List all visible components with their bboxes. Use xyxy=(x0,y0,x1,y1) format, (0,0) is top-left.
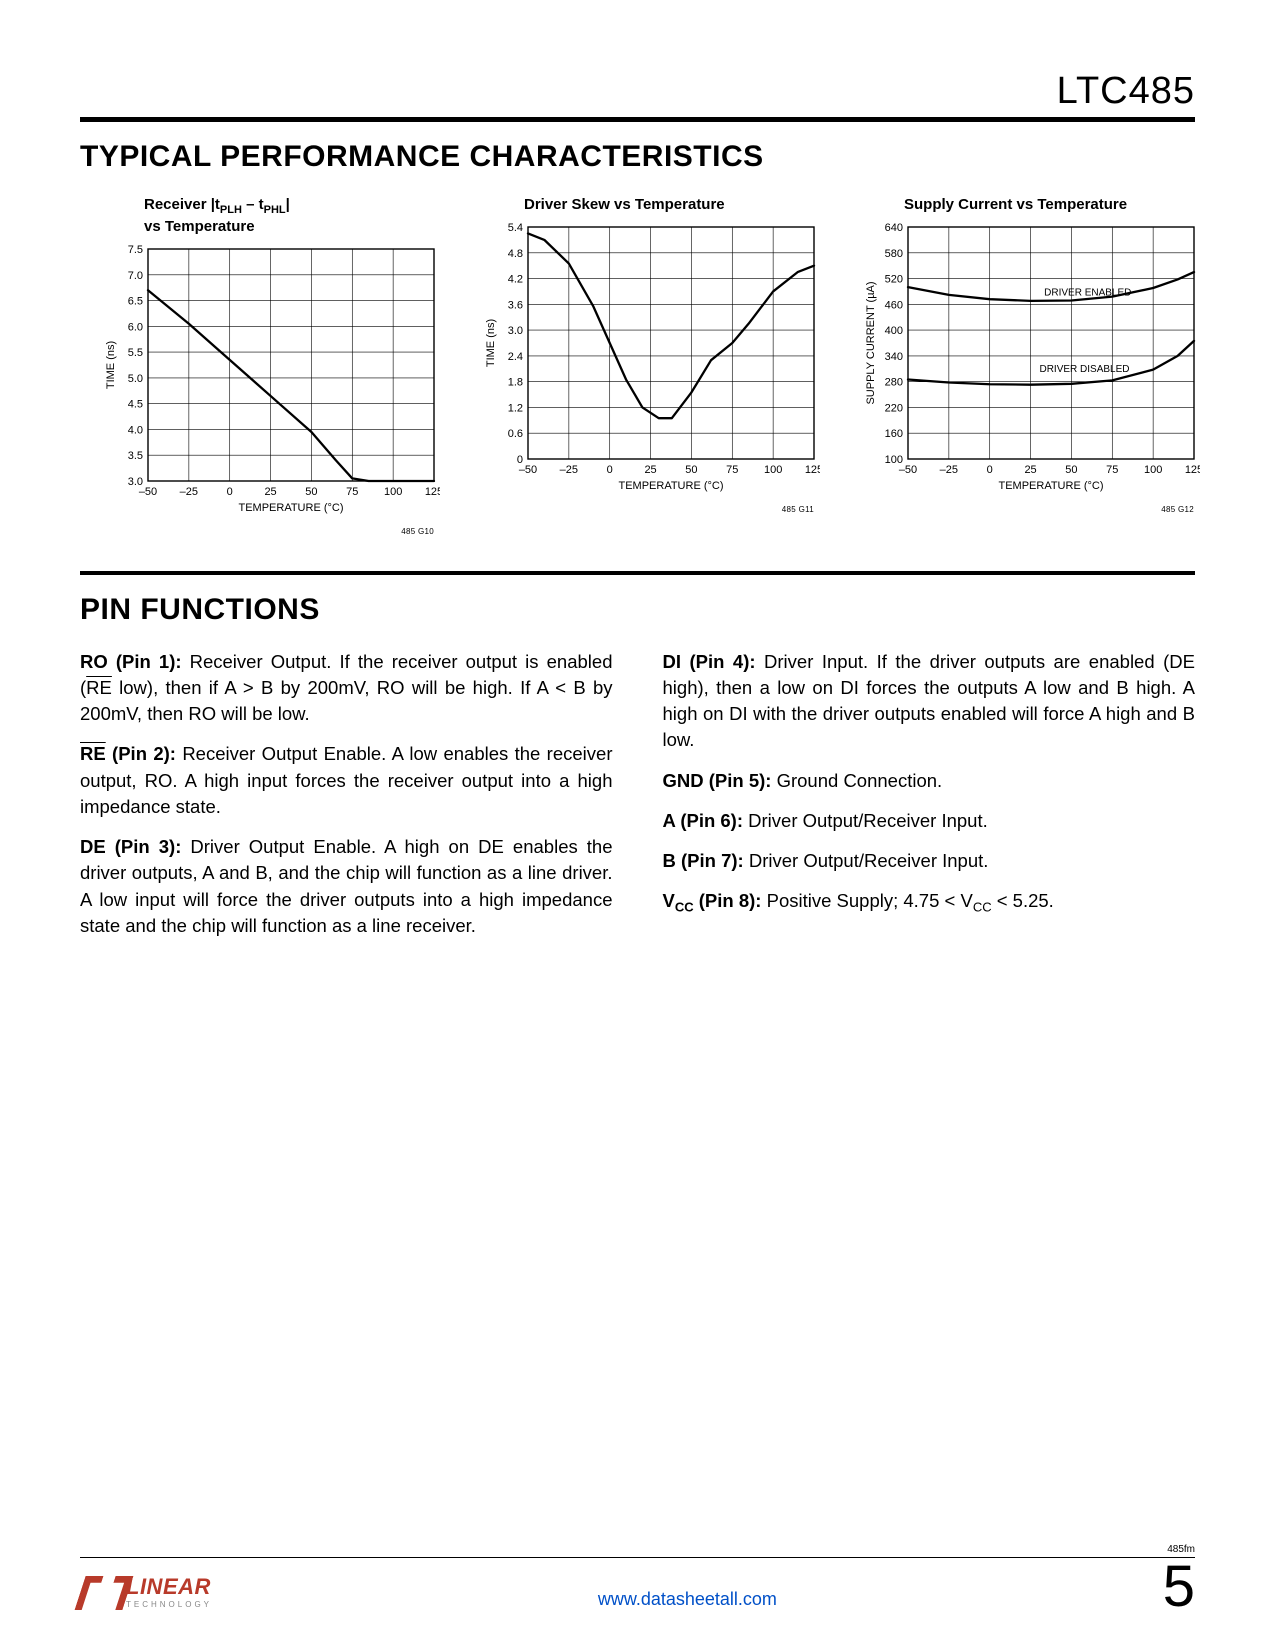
svg-text:1.8: 1.8 xyxy=(508,376,523,388)
svg-text:1.2: 1.2 xyxy=(508,402,523,414)
svg-text:–25: –25 xyxy=(940,464,958,476)
svg-text:4.5: 4.5 xyxy=(128,398,143,410)
svg-text:7.0: 7.0 xyxy=(128,269,143,281)
logo-linear: LINEAR xyxy=(126,1574,211,1599)
svg-text:280: 280 xyxy=(885,376,903,388)
svg-text:3.0: 3.0 xyxy=(508,325,523,337)
svg-text:75: 75 xyxy=(1106,464,1118,476)
svg-text:SUPPLY CURRENT (µA): SUPPLY CURRENT (µA) xyxy=(865,281,877,404)
svg-text:3.0: 3.0 xyxy=(128,476,143,488)
svg-text:TEMPERATURE (°C): TEMPERATURE (°C) xyxy=(238,502,343,514)
svg-text:TEMPERATURE (°C): TEMPERATURE (°C) xyxy=(618,480,723,492)
svg-text:75: 75 xyxy=(346,486,358,498)
svg-text:5.5: 5.5 xyxy=(128,347,143,359)
pin-description: RE (Pin 2): Receiver Output Enable. A lo… xyxy=(80,741,613,820)
chart2-svg: –50–250255075100125TEMPERATURE (°C)00.61… xyxy=(480,221,820,501)
svg-text:160: 160 xyxy=(885,428,903,440)
svg-text:DRIVER DISABLED: DRIVER DISABLED xyxy=(1039,364,1129,375)
svg-text:220: 220 xyxy=(885,402,903,414)
header-rule xyxy=(80,117,1195,122)
pin-description: DI (Pin 4): Driver Input. If the driver … xyxy=(663,649,1196,754)
svg-text:50: 50 xyxy=(305,486,317,498)
page-footer: 485fm LINEAR TECHNOLOGY www.datasheetall… xyxy=(80,1544,1195,1610)
mid-rule xyxy=(80,571,1195,575)
svg-text:640: 640 xyxy=(885,222,903,234)
svg-text:100: 100 xyxy=(885,454,903,466)
section-title-pins: PIN FUNCTIONS xyxy=(80,593,1195,627)
svg-text:3.6: 3.6 xyxy=(508,299,523,311)
chart1-id: 485 G10 xyxy=(100,527,434,536)
svg-text:3.5: 3.5 xyxy=(128,450,143,462)
svg-text:125: 125 xyxy=(805,464,820,476)
svg-text:–25: –25 xyxy=(560,464,578,476)
pin-description: B (Pin 7): Driver Output/Receiver Input. xyxy=(663,848,1196,874)
pins-left-column: RO (Pin 1): Receiver Output. If the rece… xyxy=(80,649,613,954)
svg-text:4.2: 4.2 xyxy=(508,273,523,285)
svg-text:TIME (ns): TIME (ns) xyxy=(485,319,497,367)
page-number: 5 xyxy=(1163,1564,1195,1610)
chart1-title: Receiver |tPLH – tPHL| vs Temperature xyxy=(144,196,440,237)
part-number: LTC485 xyxy=(80,70,1195,113)
svg-text:4.0: 4.0 xyxy=(128,424,143,436)
chart3-title: Supply Current vs Temperature xyxy=(904,196,1200,215)
chart-receiver-skew: Receiver |tPLH – tPHL| vs Temperature –5… xyxy=(100,196,440,536)
svg-text:100: 100 xyxy=(384,486,402,498)
svg-text:5.4: 5.4 xyxy=(508,222,523,234)
svg-text:25: 25 xyxy=(1024,464,1036,476)
pin-description: VCC (Pin 8): Positive Supply; 4.75 < VCC… xyxy=(663,888,1196,917)
svg-text:75: 75 xyxy=(726,464,738,476)
svg-text:50: 50 xyxy=(1065,464,1077,476)
chart3-id: 485 G12 xyxy=(860,505,1194,514)
svg-text:0: 0 xyxy=(517,454,523,466)
chart3-svg: –50–250255075100125TEMPERATURE (°C)10016… xyxy=(860,221,1200,501)
pin-description: RO (Pin 1): Receiver Output. If the rece… xyxy=(80,649,613,728)
linear-technology-logo: LINEAR TECHNOLOGY xyxy=(80,1576,212,1610)
svg-text:340: 340 xyxy=(885,351,903,363)
doc-id: 485fm xyxy=(80,1544,1195,1555)
charts-row: Receiver |tPLH – tPHL| vs Temperature –5… xyxy=(100,196,1195,536)
pins-right-column: DI (Pin 4): Driver Input. If the driver … xyxy=(663,649,1196,954)
svg-text:400: 400 xyxy=(885,325,903,337)
svg-text:6.5: 6.5 xyxy=(128,295,143,307)
svg-text:25: 25 xyxy=(644,464,656,476)
svg-text:25: 25 xyxy=(264,486,276,498)
svg-text:580: 580 xyxy=(885,248,903,260)
section-title-performance: TYPICAL PERFORMANCE CHARACTERISTICS xyxy=(80,140,1195,174)
svg-text:TIME (ns): TIME (ns) xyxy=(105,340,117,388)
svg-text:0.6: 0.6 xyxy=(508,428,523,440)
svg-text:5.0: 5.0 xyxy=(128,372,143,384)
svg-text:7.5: 7.5 xyxy=(128,244,143,256)
svg-text:0: 0 xyxy=(987,464,993,476)
svg-text:50: 50 xyxy=(685,464,697,476)
svg-text:520: 520 xyxy=(885,273,903,285)
svg-text:125: 125 xyxy=(1185,464,1200,476)
chart-driver-skew: Driver Skew vs Temperature –50–250255075… xyxy=(480,196,820,536)
svg-text:0: 0 xyxy=(607,464,613,476)
svg-text:0: 0 xyxy=(227,486,233,498)
svg-text:DRIVER ENABLED: DRIVER ENABLED xyxy=(1044,287,1131,298)
lt-mark-icon xyxy=(74,1576,129,1610)
chart-supply-current: Supply Current vs Temperature –50–250255… xyxy=(860,196,1200,536)
svg-text:6.0: 6.0 xyxy=(128,321,143,333)
pin-description: A (Pin 6): Driver Output/Receiver Input. xyxy=(663,808,1196,834)
svg-text:125: 125 xyxy=(425,486,440,498)
footer-rule xyxy=(80,1557,1195,1558)
svg-text:100: 100 xyxy=(1144,464,1162,476)
pin-description: DE (Pin 3): Driver Output Enable. A high… xyxy=(80,834,613,939)
svg-text:100: 100 xyxy=(764,464,782,476)
chart1-svg: –50–250255075100125TEMPERATURE (°C)3.03.… xyxy=(100,243,440,523)
pin-functions-columns: RO (Pin 1): Receiver Output. If the rece… xyxy=(80,649,1195,954)
chart2-title: Driver Skew vs Temperature xyxy=(524,196,820,215)
svg-text:2.4: 2.4 xyxy=(508,351,523,363)
footer-link[interactable]: www.datasheetall.com xyxy=(598,1589,777,1610)
svg-text:–25: –25 xyxy=(180,486,198,498)
svg-text:4.8: 4.8 xyxy=(508,248,523,260)
svg-text:TEMPERATURE (°C): TEMPERATURE (°C) xyxy=(998,480,1103,492)
logo-technology: TECHNOLOGY xyxy=(126,1600,212,1609)
pin-description: GND (Pin 5): Ground Connection. xyxy=(663,768,1196,794)
chart2-id: 485 G11 xyxy=(480,505,814,514)
svg-text:460: 460 xyxy=(885,299,903,311)
